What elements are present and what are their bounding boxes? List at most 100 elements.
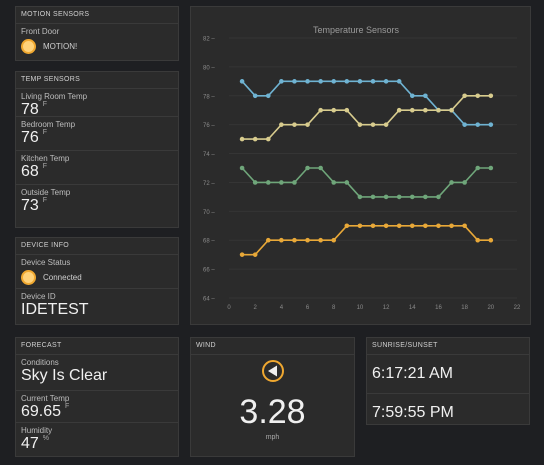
conditions-label: Conditions xyxy=(21,358,59,367)
humidity-label: Humidity xyxy=(21,426,53,435)
data-point xyxy=(357,194,363,200)
current-temp-label: Current Temp xyxy=(21,394,70,403)
temp-row: Living Room Temp 78 F xyxy=(16,89,178,118)
wind-panel: WIND 3.28 mph xyxy=(190,337,355,457)
data-point xyxy=(409,223,415,229)
data-point xyxy=(396,107,402,113)
data-point xyxy=(370,194,376,200)
y-tick-label: 74 – xyxy=(203,152,215,158)
data-point xyxy=(279,79,284,84)
current-temp-unit: F xyxy=(65,403,70,410)
data-point xyxy=(357,79,363,84)
temp-row: Bedroom Temp 76 F xyxy=(16,117,178,151)
data-point xyxy=(409,194,415,200)
temp-value: 73 xyxy=(21,197,39,214)
data-point xyxy=(252,180,258,185)
y-tick-label: 76 – xyxy=(203,123,215,129)
data-point xyxy=(292,237,297,243)
data-point xyxy=(423,223,428,229)
x-tick-label: 22 xyxy=(514,305,521,311)
motion-status: MOTION! xyxy=(43,42,78,51)
data-point xyxy=(357,122,363,127)
data-point xyxy=(279,237,284,243)
data-point xyxy=(331,237,337,243)
device-id-label: Device ID xyxy=(21,292,56,301)
temp-value: 78 xyxy=(21,101,39,118)
data-point xyxy=(396,194,402,200)
data-point xyxy=(305,122,310,127)
data-point xyxy=(423,93,428,99)
x-tick-label: 12 xyxy=(383,305,390,311)
data-point xyxy=(462,180,467,185)
sunset-time: 7:59:55 PM xyxy=(372,404,454,421)
data-point xyxy=(383,194,389,200)
data-point xyxy=(396,223,402,229)
data-point xyxy=(462,223,467,229)
data-point xyxy=(305,79,310,84)
data-point xyxy=(383,122,389,127)
x-tick-label: 4 xyxy=(280,305,284,311)
data-point xyxy=(423,107,428,113)
x-tick-label: 8 xyxy=(332,305,336,311)
data-point xyxy=(462,93,467,99)
y-tick-label: 68 – xyxy=(203,239,215,245)
data-point xyxy=(265,180,271,185)
data-point xyxy=(383,223,389,229)
data-point xyxy=(475,93,481,99)
motion-sensors-panel: MOTION SENSORS Front Door MOTION! xyxy=(15,6,179,61)
x-tick-label: 16 xyxy=(435,305,442,311)
data-point xyxy=(409,107,415,113)
data-point xyxy=(239,79,245,84)
motion-indicator-icon xyxy=(21,39,36,54)
x-tick-label: 6 xyxy=(306,305,310,311)
data-point xyxy=(449,180,454,185)
device-status-label: Device Status xyxy=(21,258,71,267)
x-tick-label: 10 xyxy=(357,305,364,311)
front-door-label: Front Door xyxy=(21,27,60,36)
temp-row: Kitchen Temp 68 F xyxy=(16,151,178,185)
data-point xyxy=(239,165,245,171)
humidity-value: 47 xyxy=(21,435,39,452)
data-point xyxy=(409,93,415,99)
y-tick-label: 80 – xyxy=(203,65,215,71)
device-id: IDETEST xyxy=(21,301,89,318)
connection-indicator-icon xyxy=(21,270,36,285)
data-point xyxy=(331,107,337,113)
data-point xyxy=(357,223,363,229)
data-point xyxy=(475,122,481,127)
data-point xyxy=(279,180,284,185)
data-point xyxy=(423,194,428,200)
data-point xyxy=(331,180,337,185)
data-point xyxy=(239,252,245,257)
device-info-title: DEVICE INFO xyxy=(16,238,178,255)
data-point xyxy=(449,223,454,229)
data-point xyxy=(292,180,297,185)
data-point xyxy=(305,165,310,171)
data-point xyxy=(462,122,467,127)
data-point xyxy=(305,237,310,243)
temp-value: 68 xyxy=(21,163,39,180)
y-tick-label: 78 – xyxy=(203,94,215,100)
series-line-2 xyxy=(242,94,491,140)
data-point xyxy=(449,107,454,113)
y-tick-label: 64 – xyxy=(203,297,215,303)
data-point xyxy=(370,79,376,84)
current-temp-value: 69.65 xyxy=(21,403,62,420)
data-point xyxy=(370,223,376,229)
temp-unit: F xyxy=(42,197,48,204)
temp-sensors-panel: TEMP SENSORS Living Room Temp 78 F Bedroo… xyxy=(15,71,179,228)
sunrise-sunset-panel: SUNRISE/SUNSET 6:17:21 AM 7:59:55 PM xyxy=(366,337,530,425)
wind-unit: mph xyxy=(265,434,280,441)
data-point xyxy=(252,93,258,99)
conditions-value: Sky Is Clear xyxy=(21,367,108,384)
data-point xyxy=(344,180,350,185)
data-point xyxy=(252,136,258,142)
data-point xyxy=(252,252,258,257)
data-point xyxy=(279,122,284,127)
x-tick-label: 2 xyxy=(254,305,258,311)
data-point xyxy=(318,237,323,243)
data-point xyxy=(396,79,402,84)
data-point xyxy=(488,237,494,243)
y-tick-label: 82 – xyxy=(203,37,215,43)
temp-unit: F xyxy=(42,129,48,136)
